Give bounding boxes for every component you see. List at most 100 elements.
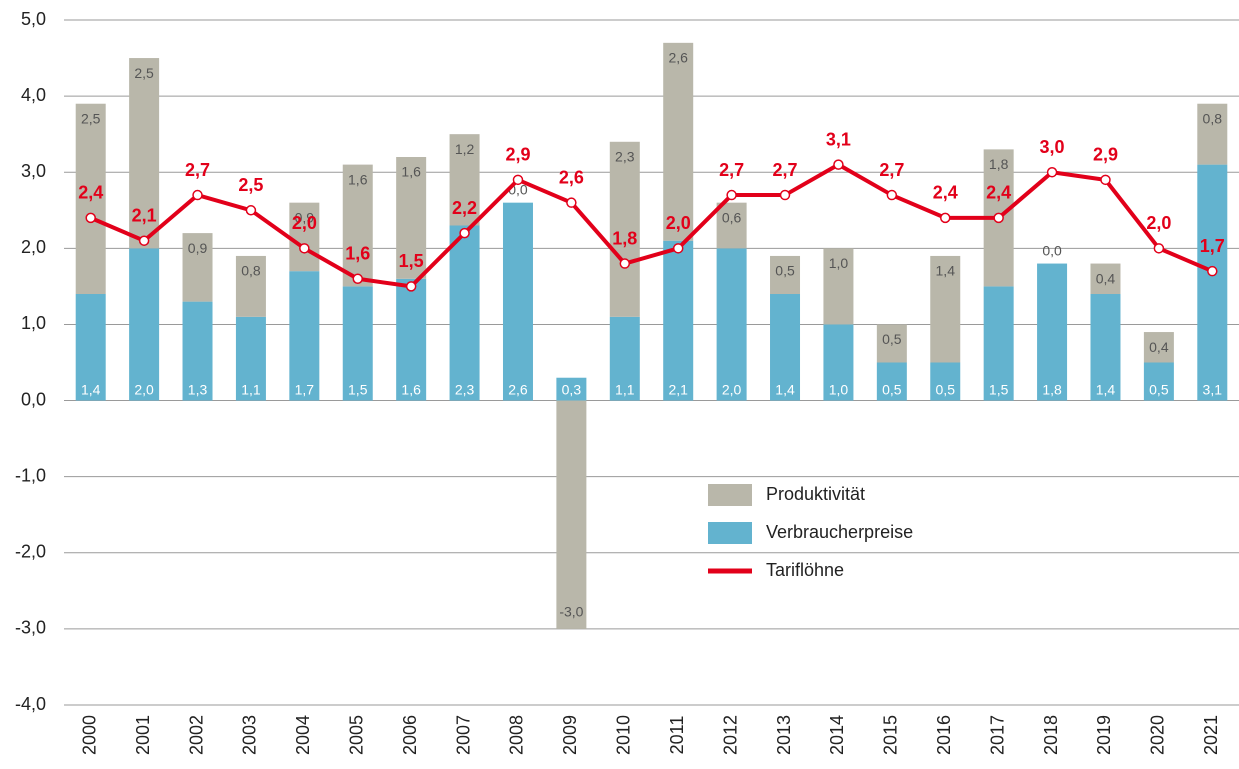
line-point: [993, 212, 1004, 224]
bar: [75, 294, 106, 401]
x-tick-label: 2000: [79, 715, 99, 755]
bar: [930, 255, 961, 363]
x-tick-label: 2003: [240, 715, 260, 755]
data-label: 1,0: [829, 381, 849, 397]
data-label: 2,0: [1146, 213, 1171, 233]
x-tick-label: 2002: [186, 715, 206, 755]
x-tick-label: 2016: [934, 715, 954, 755]
data-label: 0,9: [295, 209, 315, 225]
data-label: 0,6: [722, 209, 742, 225]
bar: [556, 377, 587, 401]
bar: [502, 202, 533, 401]
x-tick-label: 2019: [1094, 715, 1114, 755]
y-tick-label: 2,0: [21, 237, 46, 257]
line-point: [1100, 174, 1111, 186]
data-label: 2,3: [455, 381, 475, 397]
data-label: 1,1: [615, 381, 635, 397]
data-label: 2,7: [773, 160, 798, 180]
data-label: -3,0: [559, 604, 583, 620]
bar: [823, 324, 854, 401]
data-label: 1,4: [936, 263, 956, 279]
legend-label: Tariflöhne: [766, 560, 844, 580]
line-point: [619, 258, 631, 269]
line-point: [1046, 166, 1058, 178]
data-label: 2,7: [879, 160, 904, 180]
line-point: [85, 212, 96, 224]
line-point: [726, 189, 737, 201]
line-point: [352, 273, 363, 285]
data-label: 1,4: [775, 381, 795, 397]
data-label: 0,4: [1149, 339, 1169, 355]
data-label: 2,7: [185, 160, 210, 180]
data-label: 2,9: [505, 145, 530, 165]
data-label: 1,5: [348, 381, 368, 397]
bar: [182, 301, 213, 401]
bar: [1090, 263, 1121, 294]
data-label: 2,5: [81, 110, 101, 126]
bar: [235, 316, 266, 401]
x-tick-label: 2021: [1201, 715, 1221, 755]
data-label: 1,6: [401, 381, 421, 397]
y-tick-label: -1,0: [15, 465, 46, 485]
bar: [1143, 362, 1174, 401]
line-point: [245, 205, 257, 216]
y-tick-label: 4,0: [21, 85, 46, 105]
data-label: 2,2: [452, 198, 477, 218]
data-label: 2,6: [559, 167, 584, 187]
data-label: 1,6: [345, 244, 370, 264]
legend-swatch: [708, 484, 752, 506]
data-label: 0,0: [1042, 242, 1062, 258]
data-label: 2,4: [986, 183, 1011, 203]
bar: [1197, 164, 1228, 401]
data-label: 0,8: [241, 263, 261, 279]
bar: [75, 103, 106, 294]
line-point: [512, 174, 524, 186]
line-point: [459, 227, 470, 239]
y-tick-label: 3,0: [21, 161, 46, 181]
line-point: [833, 159, 844, 170]
data-label: 2,4: [78, 183, 103, 203]
bar: [449, 225, 480, 401]
data-label: 0,5: [882, 381, 902, 397]
data-label: 2,4: [933, 183, 958, 203]
data-label: 3,0: [1040, 137, 1065, 157]
data-label: 2,7: [719, 160, 744, 180]
bar: [609, 316, 640, 401]
data-label: 2,0: [134, 381, 154, 397]
x-tick-label: 2004: [293, 715, 313, 755]
bar: [342, 164, 373, 287]
y-tick-label: -4,0: [15, 694, 46, 714]
data-label: 3,1: [1203, 381, 1223, 397]
data-label: 2,1: [132, 205, 157, 225]
bar: [1197, 103, 1228, 165]
bar: [983, 286, 1014, 401]
data-label: 1,8: [612, 228, 637, 248]
x-tick-label: 2014: [827, 715, 847, 755]
bar: [876, 362, 907, 401]
line-point: [566, 197, 577, 208]
x-tick-label: 2008: [507, 715, 527, 755]
data-label: 1,4: [1096, 381, 1116, 397]
data-label: 1,7: [1200, 236, 1225, 256]
x-tick-label: 2010: [614, 715, 634, 755]
bar: [663, 42, 694, 241]
data-label: 2,0: [666, 213, 691, 233]
bar: [770, 255, 801, 294]
bar: [289, 271, 320, 401]
data-label: 1,5: [989, 381, 1009, 397]
x-tick-label: 2018: [1041, 715, 1061, 755]
bar: [716, 202, 747, 249]
line-point: [1207, 265, 1218, 277]
data-label: 1,2: [455, 141, 475, 157]
data-label: 0,5: [936, 381, 956, 397]
x-tick-label: 2007: [453, 715, 473, 755]
y-tick-label: 5,0: [21, 9, 46, 29]
x-tick-label: 2012: [720, 715, 740, 755]
bar: [1037, 263, 1068, 401]
bar: [556, 400, 587, 629]
data-label: 1,4: [81, 381, 101, 397]
x-tick-label: 2017: [987, 715, 1007, 755]
x-tick-label: 2009: [560, 715, 580, 755]
bar: [289, 202, 320, 272]
